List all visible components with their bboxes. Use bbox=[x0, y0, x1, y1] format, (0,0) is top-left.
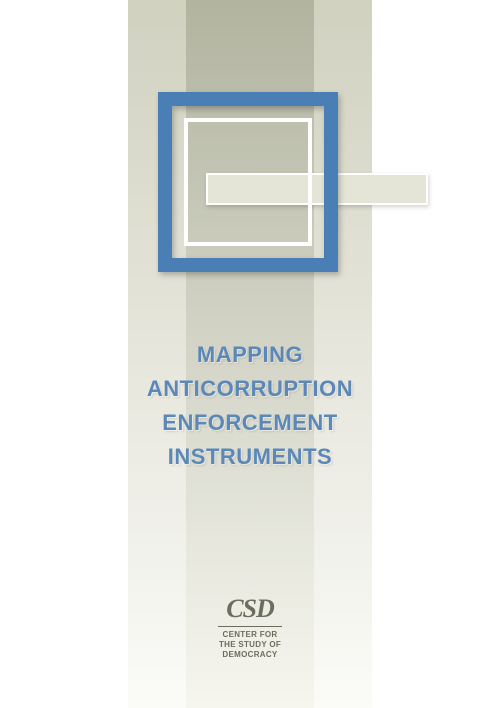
publisher-logo: CSD CENTER FORTHE STUDY OFDEMOCRACY bbox=[0, 596, 500, 660]
publisher-logo-mark: CSD bbox=[0, 596, 500, 622]
report-title-line: INSTRUMENTS bbox=[0, 440, 500, 474]
report-title: MAPPINGANTICORRUPTIONENFORCEMENTINSTRUME… bbox=[0, 338, 500, 474]
report-title-line: MAPPING bbox=[0, 338, 500, 372]
report-cover-page: MAPPINGANTICORRUPTIONENFORCEMENTINSTRUME… bbox=[0, 0, 500, 708]
square-logo-inner bbox=[184, 118, 312, 246]
publisher-logo-caption: CENTER FORTHE STUDY OFDEMOCRACY bbox=[0, 630, 500, 660]
publisher-logo-divider bbox=[218, 626, 282, 627]
publisher-logo-caption-line: DEMOCRACY bbox=[0, 650, 500, 660]
publisher-logo-caption-line: CENTER FOR bbox=[0, 630, 500, 640]
report-title-line: ENFORCEMENT bbox=[0, 406, 500, 440]
publisher-logo-caption-line: THE STUDY OF bbox=[0, 640, 500, 650]
report-title-line: ANTICORRUPTION bbox=[0, 372, 500, 406]
